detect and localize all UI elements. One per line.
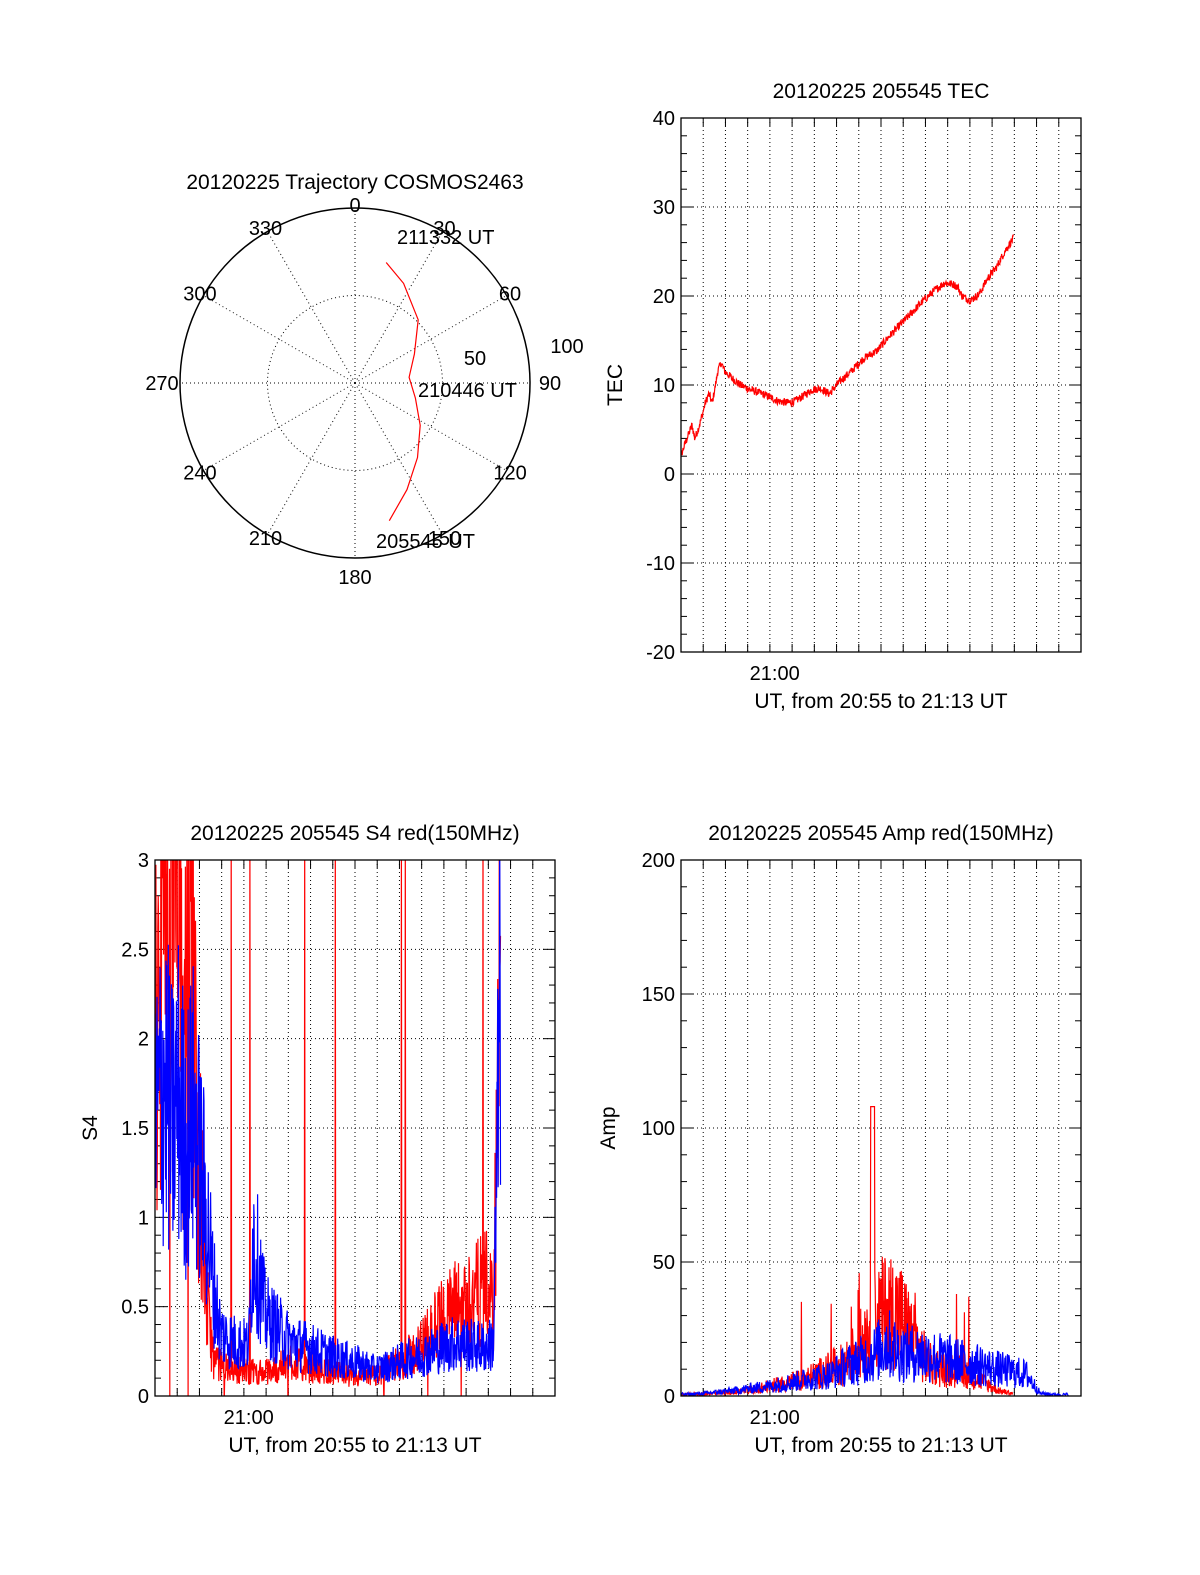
chart-title: 20120225 Trajectory COSMOS2463 bbox=[186, 171, 523, 194]
chart-title: 20120225 205545 S4 red(150MHz) bbox=[190, 822, 519, 845]
plot-frame bbox=[680, 117, 1082, 653]
trajectory-annotation: 211332 UT bbox=[397, 227, 494, 249]
polar-azimuth-label: 90 bbox=[539, 373, 561, 395]
y-tick-label: 2 bbox=[138, 1029, 149, 1051]
polar-inner-ring bbox=[267, 295, 443, 471]
polar-azimuth-label: 180 bbox=[338, 567, 371, 589]
y-tick-label: 0 bbox=[138, 1386, 149, 1408]
x-axis-label: UT, from 20:55 to 21:13 UT bbox=[754, 690, 1007, 713]
chart-title: 20120225 205545 TEC bbox=[773, 80, 990, 103]
y-tick-label: 10 bbox=[653, 375, 675, 397]
polar-radial-label: 100 bbox=[550, 336, 583, 358]
y-tick-label: 20 bbox=[653, 286, 675, 308]
polar-spoke bbox=[354, 231, 443, 384]
x-tick-label: 21:00 bbox=[224, 1407, 274, 1429]
y-tick-label: 30 bbox=[653, 197, 675, 219]
series-line bbox=[681, 1310, 1069, 1396]
polar-azimuth-label: 60 bbox=[499, 284, 521, 306]
series-line bbox=[155, 860, 502, 1384]
trajectory-annotation: 205545 UT bbox=[376, 531, 475, 553]
x-tick-label: 21:00 bbox=[750, 1407, 800, 1429]
y-tick-label: 150 bbox=[642, 984, 675, 1006]
polar-azimuth-label: 330 bbox=[249, 218, 282, 240]
polar-spoke bbox=[267, 231, 356, 384]
y-tick-label: -20 bbox=[646, 642, 675, 664]
y-tick-label: 1 bbox=[138, 1207, 149, 1229]
polar-azimuth-label: 300 bbox=[183, 284, 216, 306]
x-axis-label: UT, from 20:55 to 21:13 UT bbox=[228, 1434, 481, 1457]
y-axis-label: Amp bbox=[597, 1106, 620, 1149]
y-tick-label: 100 bbox=[642, 1118, 675, 1140]
tec-chart: -20 -10 0 10 20 30 40 21:00 20120225 205545 TEC U… bbox=[604, 80, 1082, 713]
plot-frame bbox=[680, 859, 1082, 1397]
y-tick-label: 40 bbox=[653, 108, 675, 130]
polar-outer-ring bbox=[179, 207, 531, 559]
y-axis-label: TEC bbox=[604, 364, 627, 406]
x-tick-label: 21:00 bbox=[750, 663, 800, 685]
y-tick-label: 3 bbox=[138, 850, 149, 872]
plot-frame bbox=[154, 859, 556, 1397]
polar-radial-label: 50 bbox=[464, 348, 486, 370]
polar-azimuth-label: 150 bbox=[428, 528, 461, 550]
y-tick-label: 1.5 bbox=[121, 1118, 149, 1140]
polar-trajectory-chart: 0 30 60 90 120 150 180 210 240 270 300 330 50 100 2113… bbox=[145, 171, 583, 589]
chart-title: 20120225 205545 Amp red(150MHz) bbox=[708, 822, 1054, 845]
series-line bbox=[155, 860, 502, 1396]
amp-chart: 0 50 100 150 200 21:00 20120225 205545 Amp red… bbox=[597, 822, 1082, 1457]
trajectory-line bbox=[385, 262, 421, 521]
polar-azimuth-label: 210 bbox=[249, 528, 282, 550]
y-axis-label: S4 bbox=[79, 1115, 102, 1141]
y-tick-label: -10 bbox=[646, 553, 675, 575]
polar-spoke bbox=[354, 382, 443, 535]
trajectory-annotation: 210446 UT bbox=[418, 380, 517, 402]
y-tick-label: 2.5 bbox=[121, 939, 149, 961]
polar-azimuth-label: 120 bbox=[493, 463, 526, 485]
polar-azimuth-label: 240 bbox=[183, 463, 216, 485]
y-tick-label: 50 bbox=[653, 1252, 675, 1274]
s4-chart: 0 0.5 1 1.5 2 2.5 3 21:00 20120225 205545 S4 red… bbox=[79, 822, 556, 1457]
polar-azimuth-label: 0 bbox=[349, 195, 360, 217]
y-tick-label: 0 bbox=[664, 464, 675, 486]
polar-azimuth-label: 270 bbox=[145, 373, 178, 395]
x-axis-label: UT, from 20:55 to 21:13 UT bbox=[754, 1434, 1007, 1457]
y-tick-label: 0 bbox=[664, 1386, 675, 1408]
polar-spoke bbox=[267, 382, 356, 535]
series-line bbox=[681, 234, 1014, 460]
y-tick-label: 0.5 bbox=[121, 1297, 149, 1319]
y-tick-label: 200 bbox=[642, 850, 675, 872]
polar-azimuth-label: 30 bbox=[433, 218, 455, 240]
